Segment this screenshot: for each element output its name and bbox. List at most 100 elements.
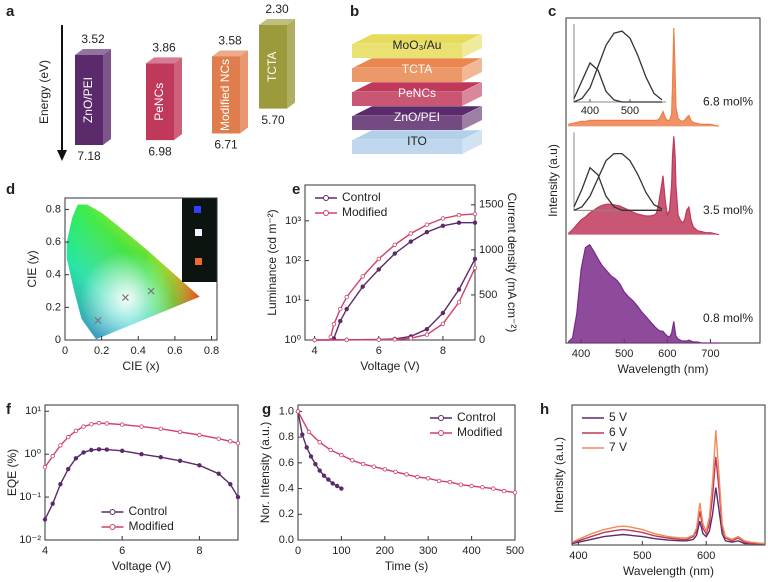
y2-tick-label: 1000: [479, 244, 503, 256]
layer-side: [462, 82, 482, 106]
cie-gamut: [66, 204, 200, 340]
marker: [344, 306, 349, 312]
marker: [469, 483, 474, 489]
marker: [158, 426, 163, 431]
marker: [456, 287, 462, 292]
x-tick-label: 300: [419, 545, 437, 557]
marker: [408, 231, 413, 236]
marker: [376, 267, 381, 272]
x-tick-label: 6: [119, 545, 125, 557]
y-tick-label: 0.8: [46, 203, 61, 215]
x-tick-label: 700: [701, 348, 719, 360]
y-tick-label: 0.2: [279, 508, 294, 520]
legend-label: Control: [129, 504, 168, 518]
legend-label: 6 V: [609, 425, 627, 439]
bottom-value-label: 6.98: [148, 144, 172, 158]
marker: [104, 421, 109, 426]
bar-top: [259, 18, 295, 25]
marker: [371, 464, 377, 469]
marker: [313, 461, 318, 467]
marker: [491, 486, 496, 491]
marker: [308, 454, 314, 459]
marker: [89, 447, 94, 453]
x-axis-label: Wavelength (nm): [618, 362, 709, 376]
marker: [436, 478, 442, 484]
inset-curve: [573, 166, 662, 211]
marker: [472, 265, 478, 271]
y-tick-label: 0.2: [46, 301, 61, 313]
bar-side: [174, 57, 182, 141]
y-axis-label: EQE (%): [5, 449, 19, 496]
y-tick-label: 10⁰: [24, 448, 41, 460]
marker: [328, 334, 333, 340]
layer-front: [352, 116, 462, 130]
marker: [312, 337, 317, 343]
y-tick-label: 10⁰: [284, 334, 301, 346]
marker: [65, 434, 71, 440]
marker: [458, 482, 463, 487]
marker: [426, 476, 431, 481]
layer-side: [462, 58, 482, 82]
marker: [392, 242, 397, 247]
marker: [89, 422, 94, 427]
marker: [424, 222, 430, 227]
marker: [139, 424, 144, 429]
spectrum-area: [568, 244, 719, 343]
y-tick-label: 0.0: [279, 534, 294, 546]
bar-side: [287, 18, 295, 109]
plot-frame: [64, 197, 218, 341]
marker: [65, 466, 71, 472]
marker: [338, 306, 343, 312]
y-tick-label: 0.6: [279, 457, 294, 469]
marker: [440, 216, 446, 221]
band-label: 0.8 mol%: [703, 311, 753, 325]
marker: [58, 482, 63, 487]
marker: [440, 310, 446, 316]
category-label: Modified NCs: [218, 59, 232, 131]
marker: [50, 501, 55, 506]
y-tick-label: 0.6: [46, 236, 61, 248]
marker: [456, 300, 462, 305]
panel-letter: h: [540, 401, 549, 418]
panel-letter: b: [350, 3, 359, 20]
y2-axis-label: Current density (mA cm⁻²): [505, 193, 519, 333]
marker: [119, 422, 125, 427]
marker: [344, 337, 349, 343]
marker: [344, 294, 349, 300]
legend-marker: [323, 195, 329, 201]
x-tick-label: 8: [440, 345, 446, 357]
marker: [139, 452, 144, 457]
top-value-label: 3.52: [81, 32, 105, 46]
marker: [228, 482, 233, 487]
series-line: [571, 430, 764, 545]
layer-side: [462, 106, 482, 130]
marker: [360, 461, 366, 467]
x-tick-label: 0.4: [131, 345, 146, 357]
x-tick-label: 0.8: [204, 345, 219, 357]
x-tick-label: 4: [42, 545, 48, 557]
x-tick-label: 0.6: [167, 345, 182, 357]
marker: [96, 447, 102, 452]
marker: [440, 223, 446, 228]
layer-label: TCTA: [402, 62, 432, 76]
marker: [339, 452, 344, 458]
marker: [295, 409, 301, 414]
marker: [321, 473, 327, 478]
bottom-value-label: 6.71: [214, 138, 238, 152]
marker: [317, 468, 322, 473]
marker: [424, 327, 430, 332]
panel-letter: g: [262, 401, 271, 418]
panel-letter: a: [6, 3, 15, 20]
y-tick-label: 0: [55, 334, 61, 346]
energy-bar: [259, 24, 287, 109]
marker: [197, 432, 202, 438]
marker: [104, 447, 109, 452]
marker: [350, 458, 355, 463]
marker: [334, 483, 340, 489]
y2-tick-label: 500: [479, 289, 497, 301]
marker: [50, 453, 55, 459]
bar-side: [103, 48, 111, 146]
marker: [338, 318, 343, 324]
layer-front: [352, 44, 462, 58]
